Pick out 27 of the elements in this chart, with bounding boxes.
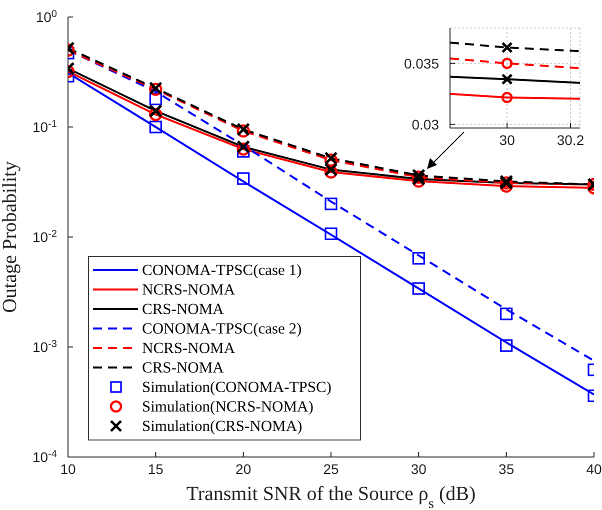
x-tick-label: 20	[236, 460, 252, 477]
y-tick-label: 10$^{-3}$	[32, 338, 58, 355]
x-tick-label: 35	[498, 460, 514, 477]
x-tick-label: 30.2	[556, 132, 584, 148]
x-tick-label: 25	[323, 460, 339, 477]
y-tick-label: 0.03	[412, 116, 440, 132]
x-tick-label: 15	[148, 460, 164, 477]
legend-label: CONOMA-TPSC(case 2)	[142, 320, 302, 338]
y-tick-label: 0.035	[404, 55, 440, 72]
y-tick-label: 10$^{-1}$	[32, 118, 58, 135]
x-tick-label: 40	[586, 460, 602, 477]
legend-label: CRS-NOMA	[142, 301, 225, 318]
legend-label: Simulation(NCRS-NOMA)	[142, 398, 314, 416]
legend-label: NCRS-NOMA	[142, 340, 236, 357]
legend-label: Simulation(CRS-NOMA)	[142, 418, 302, 435]
legend-label: NCRS-NOMA	[142, 282, 236, 298]
y-axis-title: Outage Probability	[0, 161, 21, 313]
legend-label: Simulation(CONOMA-TPSC)	[142, 379, 332, 396]
y-tick-label: 10$^{0}$	[36, 8, 58, 25]
x-tick-label: 10	[60, 460, 76, 477]
x-tick-label: 30	[499, 132, 516, 148]
legend-label: CRS-NOMA	[142, 360, 225, 376]
x-tick-label: 30	[410, 460, 427, 477]
legend-label: CONOMA-TPSC(case 1)	[142, 262, 302, 279]
y-tick-label: 10$^{-2}$	[32, 228, 58, 245]
y-tick-label: 10$^{-4}$	[32, 448, 58, 465]
x-axis-title: Transmit SNR of the Source ρ$_{s}$ (dB)	[186, 483, 476, 510]
